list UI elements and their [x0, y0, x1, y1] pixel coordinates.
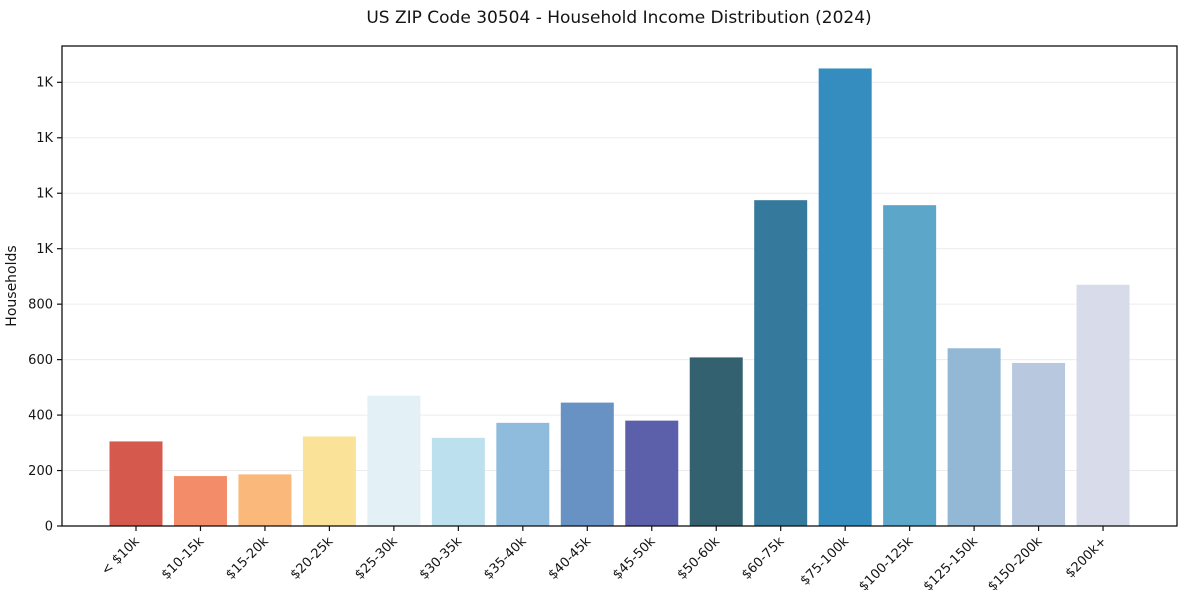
bar — [496, 422, 550, 526]
bar — [238, 474, 292, 526]
x-tick-label: $30-35k — [417, 534, 466, 583]
x-tick-label: $20-25k — [288, 534, 337, 583]
bar — [431, 437, 485, 526]
x-tick-label: $35-40k — [481, 534, 530, 583]
x-tick-label: < $10k — [99, 534, 143, 578]
bar — [689, 357, 743, 526]
y-tick-labels: 0 200 400 600 800 1K 1K 1K 1K — [28, 76, 53, 535]
x-tick-label: $10-15k — [159, 534, 208, 583]
x-tick-label: $100-125k — [856, 534, 917, 590]
bar — [947, 348, 1001, 526]
y-tick-label: 1K — [36, 242, 53, 257]
y-tick-label: 1K — [36, 187, 53, 202]
x-tick-label: $125-150k — [921, 534, 982, 590]
x-tick-label: $50-60k — [675, 534, 724, 583]
y-axis-label: Households — [4, 245, 20, 326]
bar — [1012, 362, 1066, 526]
gridlines — [62, 81, 1177, 472]
bar — [625, 420, 679, 526]
x-tick-label: $200k+ — [1063, 534, 1110, 581]
bar — [367, 395, 421, 526]
x-tick-labels: < $10k $10-15k $15-20k $20-25k $25-30k $30-35… — [99, 534, 1110, 590]
bar — [1076, 284, 1130, 526]
bar — [109, 441, 163, 526]
chart-title: US ZIP Code 30504 - Household Income Dis… — [366, 8, 871, 28]
x-tick-label: $15-20k — [223, 534, 272, 583]
x-tick-label: $150-200k — [985, 534, 1046, 590]
bar — [173, 476, 227, 526]
y-tick-label: 200 — [28, 464, 53, 479]
x-tick-label: $75-100k — [798, 534, 853, 589]
x-tick-label: $60-75k — [739, 534, 788, 583]
x-tick-label: $40-45k — [546, 534, 595, 583]
y-tick-label: 600 — [28, 353, 53, 368]
y-tick-label: 1K — [36, 131, 53, 146]
bar — [883, 205, 937, 527]
bar — [818, 68, 872, 527]
y-tick-label: 400 — [28, 409, 53, 424]
y-tick-label: 0 — [45, 519, 53, 534]
bars — [109, 68, 1130, 527]
y-tick-label: 1K — [36, 76, 53, 91]
bar — [754, 200, 808, 527]
y-tick-label: 800 — [28, 298, 53, 313]
x-tick-label: $25-30k — [352, 534, 401, 583]
plot-border — [61, 45, 1178, 527]
bar — [560, 402, 614, 526]
x-tick-label: $45-50k — [610, 534, 659, 583]
axis-tick-marks — [57, 81, 1104, 531]
bar — [302, 436, 356, 526]
